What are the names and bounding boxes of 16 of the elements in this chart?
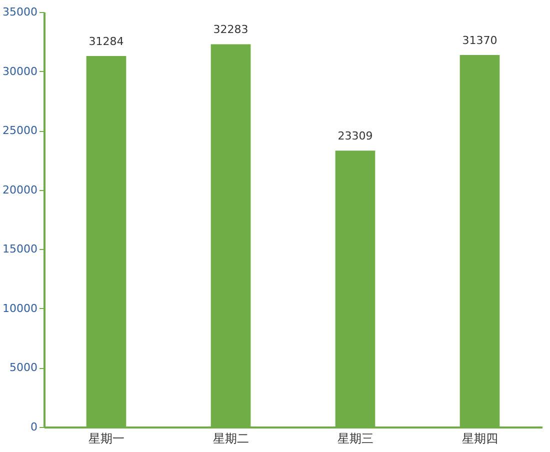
x-tick-label: 星期二 bbox=[212, 432, 249, 446]
y-tick-label: 15000 bbox=[2, 242, 38, 256]
x-tick-label: 星期一 bbox=[88, 432, 124, 446]
y-tick-label: 0 bbox=[30, 420, 38, 434]
y-tick-label: 20000 bbox=[2, 183, 38, 196]
y-tick-label: 5000 bbox=[10, 361, 38, 374]
data-label: 32283 bbox=[213, 23, 248, 36]
y-tick-label: 25000 bbox=[2, 124, 38, 138]
x-tick-label: 星期三 bbox=[337, 432, 374, 446]
data-label: 31370 bbox=[462, 34, 498, 48]
y-tick-label: 30000 bbox=[2, 64, 38, 78]
x-tick-label: 星期四 bbox=[462, 432, 498, 446]
y-tick-label: 35000 bbox=[2, 6, 38, 18]
data-label: 31284 bbox=[88, 35, 124, 48]
data-label: 23309 bbox=[338, 130, 373, 143]
y-tick-label: 10000 bbox=[2, 302, 38, 315]
